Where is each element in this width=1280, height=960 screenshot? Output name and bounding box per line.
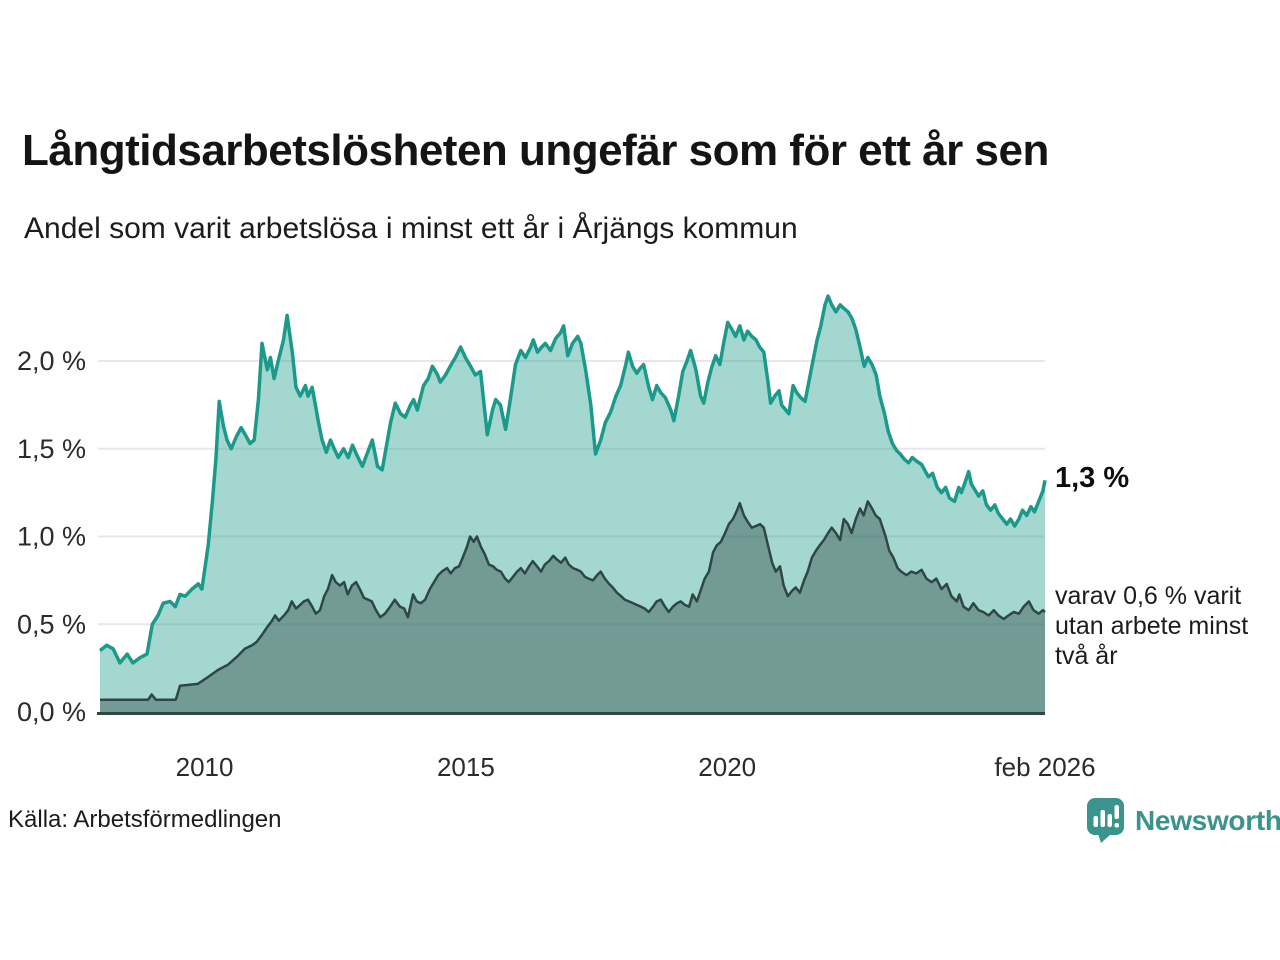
x-tick-label: 2020 xyxy=(698,752,756,782)
latest-value-label: 1,3 % xyxy=(1055,462,1130,494)
page-title: Långtidsarbetslösheten ungefär som för e… xyxy=(22,126,1049,175)
series-area-1 xyxy=(100,296,1045,712)
newsworthy-logo: Newsworthy xyxy=(1086,797,1280,844)
y-tick-label: 1,0 % xyxy=(17,522,86,552)
series-area-2 xyxy=(100,501,1045,712)
newsworthy-wordmark: Newsworthy xyxy=(1135,804,1280,836)
series-line-2 xyxy=(100,500,1046,701)
x-tick-label: feb 2026 xyxy=(994,752,1095,782)
y-tick-label: 2,0 % xyxy=(17,346,86,376)
source-caption: Källa: Arbetsförmedlingen xyxy=(8,806,282,833)
newsworthy-bars-icon xyxy=(1087,798,1124,843)
x-tick-label: 2010 xyxy=(176,752,234,782)
y-tick-label: 1,5 % xyxy=(17,434,86,464)
chart-subtitle: Andel som varit arbetslösa i minst ett å… xyxy=(24,212,798,245)
y-tick-label: 0,0 % xyxy=(17,697,86,727)
series-line-1 xyxy=(98,294,1047,665)
y-tick-label: 0,5 % xyxy=(17,609,86,639)
secondary-series-label: varav 0,6 % varit utan arbete minst två … xyxy=(1055,582,1249,670)
x-tick-label: 2015 xyxy=(437,752,495,782)
